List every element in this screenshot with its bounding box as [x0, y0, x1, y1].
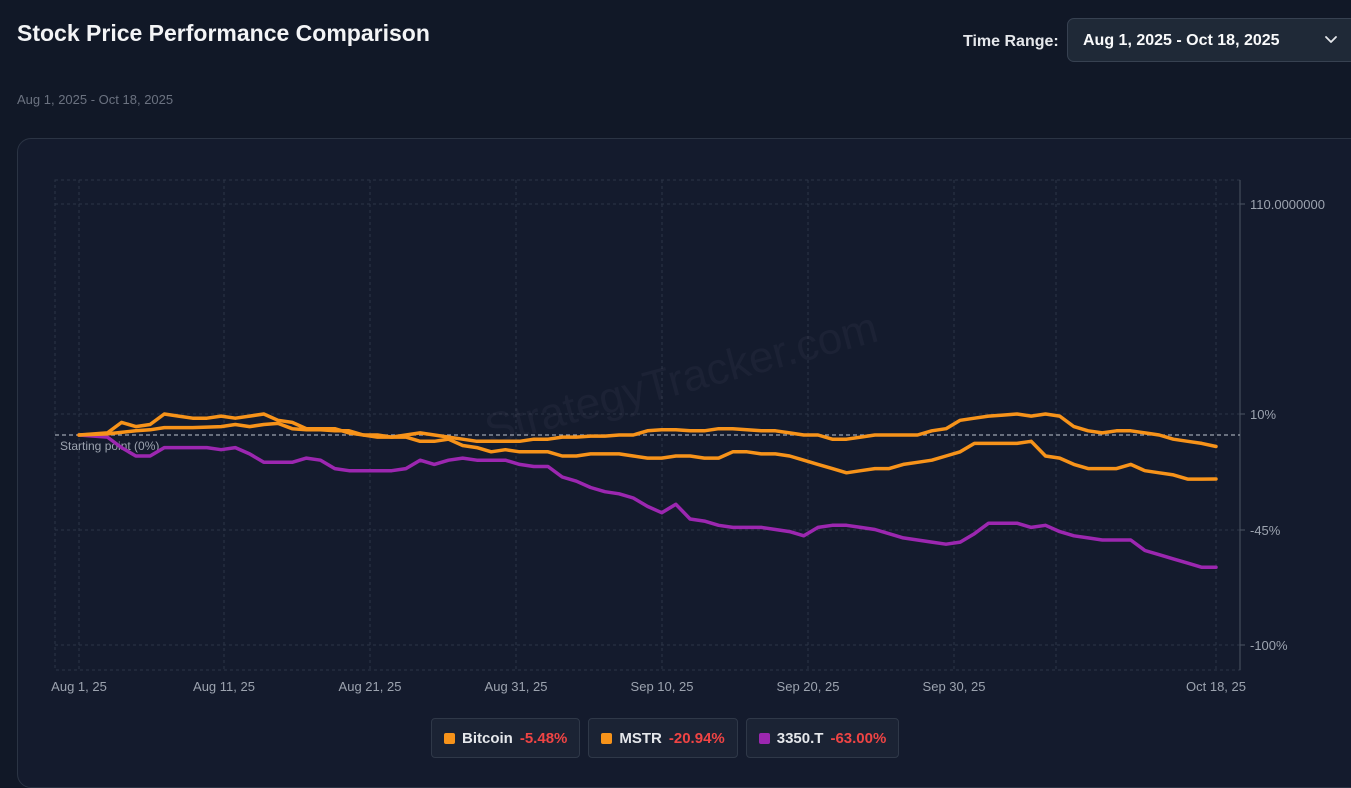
legend-item-3350t[interactable]: 3350.T -63.00%: [745, 718, 900, 758]
legend-name: 3350.T: [776, 729, 824, 747]
baseline-label: Starting point (0%): [60, 439, 159, 453]
legend-name: MSTR: [619, 729, 662, 747]
chart-legend: Bitcoin -5.48% MSTR -20.94% 3350.T -63.0…: [431, 718, 900, 758]
y-axis-labels: 110.0000000 10% -45% -100%: [1250, 197, 1325, 653]
x-tick-label: Sep 30, 25: [923, 679, 986, 694]
x-tick-label: Aug 31, 25: [485, 679, 548, 694]
x-tick-label: Oct 18, 25: [1186, 679, 1246, 694]
legend-change: -5.48%: [519, 729, 568, 747]
legend-change: -20.94%: [668, 729, 725, 747]
x-axis-labels: Aug 1, 25 Aug 11, 25 Aug 21, 25 Aug 31, 25 S…: [51, 679, 1246, 694]
y-tick-label: -45%: [1250, 523, 1281, 538]
date-range-subtitle: Aug 1, 2025 - Oct 18, 2025: [17, 92, 174, 107]
x-tick-label: Sep 20, 25: [777, 679, 840, 694]
chart-grid: [54, 179, 1245, 671]
x-tick-label: Sep 10, 25: [631, 679, 694, 694]
y-tick-label: 10%: [1250, 407, 1276, 422]
series-line-3350t: [77, 433, 1218, 570]
chevron-down-icon: [1325, 36, 1337, 43]
time-range-dropdown[interactable]: Aug 1, 2025 - Oct 18, 2025: [1067, 18, 1351, 62]
time-range-value: Aug 1, 2025 - Oct 18, 2025: [1083, 32, 1280, 49]
watermark-text: StrategyTracker.com: [480, 303, 883, 455]
x-tick-label: Aug 1, 25: [51, 679, 107, 694]
legend-change: -63.00%: [830, 729, 887, 747]
legend-swatch: [601, 732, 613, 744]
series-lines: [77, 412, 1218, 570]
x-tick-label: Aug 11, 25: [193, 679, 255, 694]
y-tick-label: -100%: [1250, 638, 1288, 653]
legend-name: Bitcoin: [462, 729, 513, 747]
performance-line-chart: StrategyTracker.com Starting point (0%) …: [51, 179, 1325, 694]
legend-item-bitcoin[interactable]: Bitcoin -5.48%: [431, 718, 581, 758]
series-line-bitcoin: [77, 412, 1218, 449]
chart-panel: [17, 138, 1351, 788]
y-tick-label: 110.0000000: [1250, 197, 1325, 212]
page-title: Stock Price Performance Comparison: [17, 20, 430, 46]
legend-swatch: [758, 732, 770, 744]
legend-swatch: [444, 732, 455, 744]
series-line-mstr: [77, 412, 1218, 481]
time-range-label: Time Range:: [963, 33, 1059, 50]
legend-item-mstr[interactable]: MSTR -20.94%: [588, 718, 738, 758]
x-tick-label: Aug 21, 25: [339, 679, 402, 694]
